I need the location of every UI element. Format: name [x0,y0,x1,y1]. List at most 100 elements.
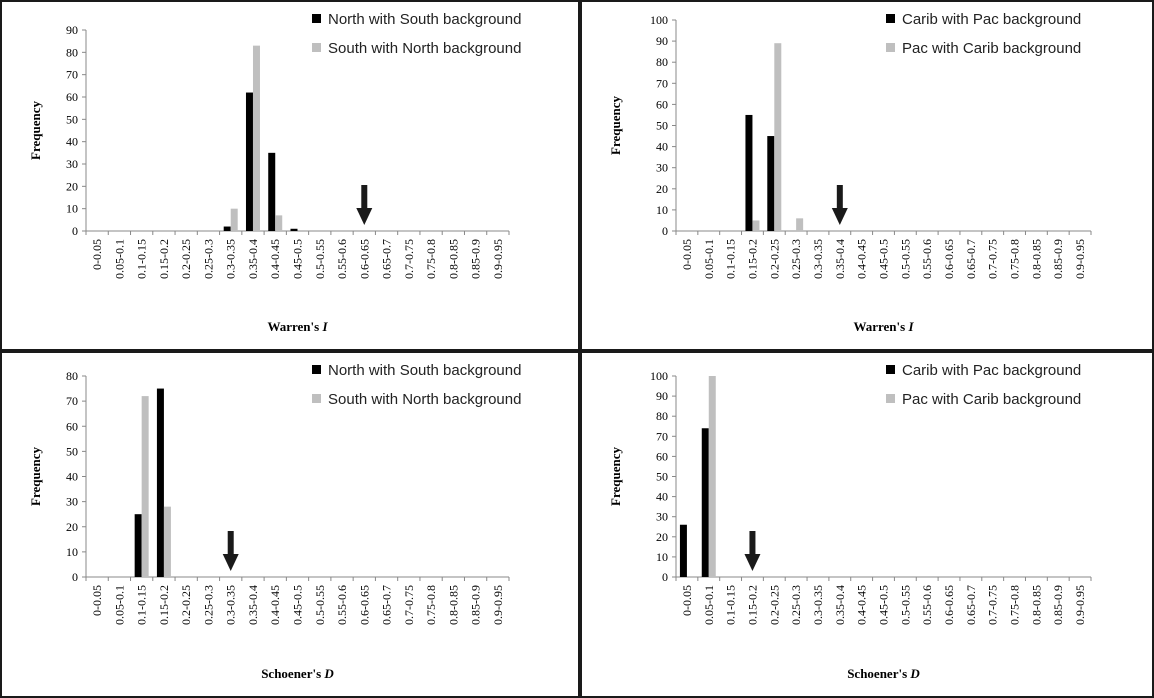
x-tick-label: 0.45-0.5 [291,239,305,279]
y-tick-label: 70 [656,76,668,90]
bar-1-0.2-0.25 [767,136,775,231]
legend-label-2: South with North background [328,391,521,408]
x-tick-label: 0.6-0.65 [942,239,956,279]
y-axis-title: Frequency [28,447,43,506]
observed-arrow-shaft [749,531,756,555]
y-tick-label: 0 [72,224,78,238]
x-tick-label: 0.4-0.45 [268,585,282,625]
bar-2-0.15-0.2 [163,506,171,577]
x-tick-label: 0.55-0.6 [920,585,934,625]
x-tick-label: 0.9-0.95 [491,585,505,625]
x-tick-label: 0.1-0.15 [724,585,738,625]
y-axis-title: Frequency [28,101,43,160]
bar-1-0.45-0.5 [290,228,298,231]
x-tick-label: 0.6-0.65 [942,585,956,625]
bar-2-0.1-0.15 [141,396,149,577]
panel-border [0,351,580,698]
bar-1-0.4-0.45 [268,152,276,231]
x-tick-label: 0.45-0.5 [291,585,305,625]
observed-arrow-shaft [836,185,843,209]
x-tick-label: 0.45-0.5 [877,239,891,279]
y-tick-label: 70 [656,429,668,443]
x-tick-label: 0.35-0.4 [246,239,260,279]
observed-arrow-shaft [361,185,368,209]
y-tick-label: 0 [72,570,78,584]
x-tick-label: 0.35-0.4 [833,239,847,279]
chart-panel-3: 0 10 20 30 40 50 60 70 80 0-0.05 0.05-0.1 0.1-0.15 0… [0,351,580,698]
x-tick-label: 0.15-0.2 [157,585,171,625]
x-tick-label: 0.55-0.6 [335,239,349,279]
x-tick-label: 0.45-0.5 [877,585,891,625]
y-tick-label: 30 [66,157,78,171]
legend-label-1: North with South background [328,11,521,28]
y-tick-label: 20 [656,530,668,544]
x-tick-label: 0.75-0.8 [1008,239,1022,279]
y-tick-label: 80 [66,45,78,59]
x-tick-label: 0-0.05 [90,239,104,270]
x-tick-label: 0.05-0.1 [112,239,126,279]
bar-2-0.05-0.1 [708,376,716,577]
panel-border [0,0,580,351]
x-tick-label: 0.15-0.2 [157,239,171,279]
y-tick-label: 90 [656,34,668,48]
y-tick-label: 90 [66,23,78,37]
x-tick-label: 0.05-0.1 [702,239,716,279]
x-tick-label: 0.65-0.7 [380,585,394,625]
x-axis-title-text: Schoener's [261,666,324,681]
x-tick-label: 0.85-0.9 [469,585,483,625]
x-tick-label: 0.3-0.35 [811,239,825,279]
x-tick-label: 0.05-0.1 [702,585,716,625]
y-tick-label: 20 [66,179,78,193]
x-axis-title-text: Schoener's [847,666,910,681]
y-tick-label: 50 [66,444,78,458]
bar-2-0.15-0.2 [752,220,760,231]
x-tick-label: 0.2-0.25 [179,585,193,625]
bar-2-0.4-0.45 [275,215,283,231]
x-tick-label: 0.8-0.85 [446,585,460,625]
y-tick-label: 60 [656,97,668,111]
legend-label-2: South with North background [328,40,521,57]
x-axis-title: Warren's I [267,319,328,334]
y-tick-label: 20 [656,182,668,196]
x-axis-title: Schoener's D [847,666,920,681]
y-tick-label: 90 [656,389,668,403]
observed-arrow-head [222,554,239,571]
chart-panel-4: 0 10 20 30 40 50 60 70 80 90 100 0-0.05 0.05-0.1 0.1-… [580,351,1154,698]
legend-swatch-1 [312,365,321,374]
x-tick-label: 0-0.05 [680,585,694,616]
panel-border [580,351,1154,698]
y-tick-label: 80 [656,409,668,423]
bar-2-0.3-0.35 [230,208,238,231]
x-tick-label: 0.55-0.6 [335,585,349,625]
observed-arrow-head [356,208,373,225]
x-tick-label: 0.35-0.4 [833,585,847,625]
x-tick-label: 0.15-0.2 [745,239,759,279]
legend-swatch-2 [312,394,321,403]
y-tick-label: 10 [656,203,668,217]
y-axis-title: Frequency [608,96,623,155]
x-tick-label: 0.1-0.15 [135,239,149,279]
y-axis-title: Frequency [608,447,623,506]
legend-label-1: North with South background [328,362,521,379]
legend-swatch-1 [886,365,895,374]
x-tick-label: 0.75-0.8 [424,239,438,279]
x-axis-title: Warren's I [853,319,914,334]
x-tick-label: 0.7-0.75 [402,239,416,279]
x-tick-label: 0.5-0.55 [313,239,327,279]
y-tick-label: 0 [662,224,668,238]
y-tick-label: 40 [656,490,668,504]
x-tick-label: 0.35-0.4 [246,585,260,625]
y-tick-label: 60 [66,90,78,104]
x-tick-label: 0.8-0.85 [446,239,460,279]
x-tick-label: 0.25-0.3 [789,585,803,625]
y-tick-label: 0 [662,570,668,584]
x-axis-title-symbol: D [909,666,920,681]
y-tick-label: 100 [650,369,668,383]
x-tick-label: 0.1-0.15 [724,239,738,279]
legend-swatch-1 [312,14,321,23]
y-tick-label: 20 [66,520,78,534]
observed-arrow-head [744,554,761,571]
x-tick-label: 0.55-0.6 [920,239,934,279]
x-tick-label: 0.25-0.3 [789,239,803,279]
